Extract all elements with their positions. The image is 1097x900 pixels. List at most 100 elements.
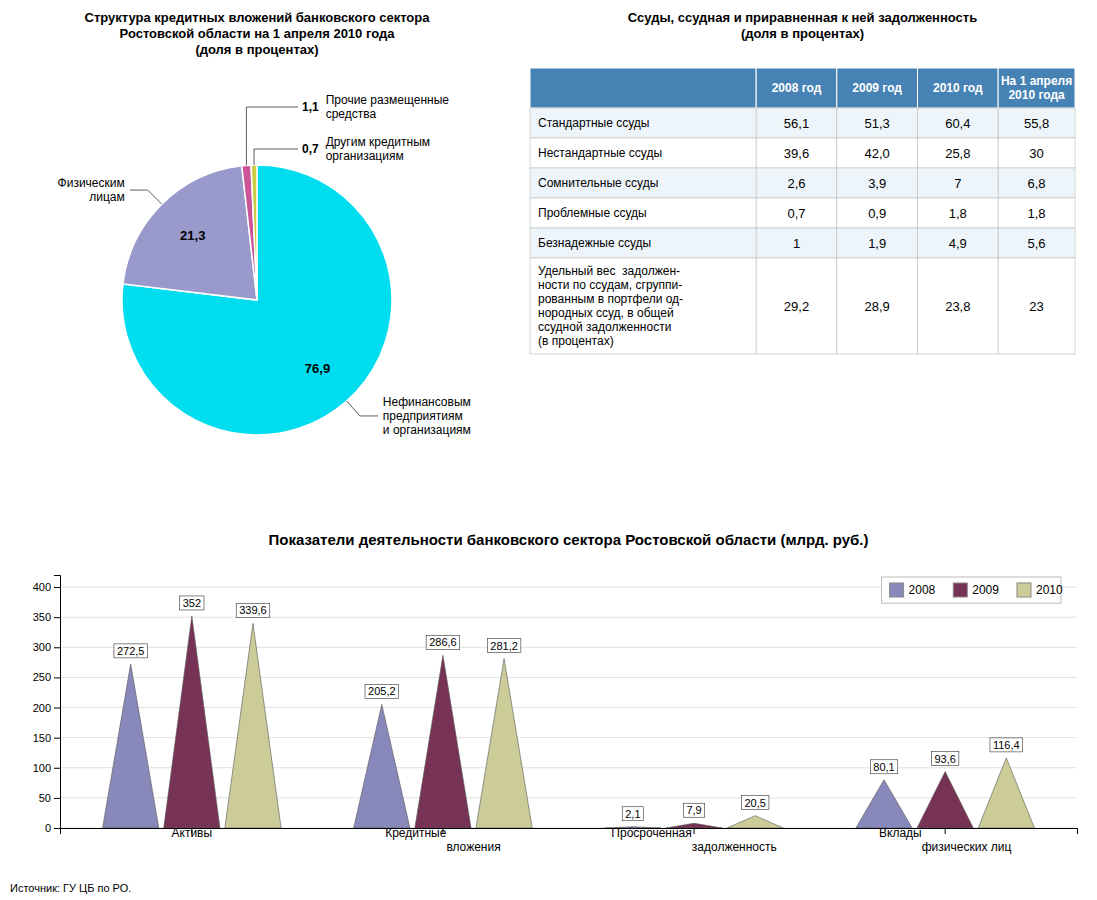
table-title: Ссуды, ссудная и приравненная к ней задо… (628, 10, 977, 41)
column-label: 2008 год (772, 81, 822, 95)
row-label: Безнадежные ссуды (538, 236, 651, 250)
data-labels: 272,5205,22,180,1352286,67,993,6339,6281… (114, 596, 1023, 821)
cell-value: 1,9 (868, 236, 886, 251)
legend-swatch (953, 583, 967, 597)
table-row-label-cell (530, 198, 756, 228)
text-line: физических лиц (922, 840, 1012, 854)
table-cell (917, 228, 998, 258)
legend-label: 2009 (972, 583, 999, 597)
tick-mark (54, 768, 60, 769)
data-label: 0,7 (302, 142, 319, 156)
table-cell (756, 138, 837, 168)
tick-label: 50 (39, 792, 51, 804)
table-cell (837, 108, 918, 138)
data-label: 20,5 (744, 797, 765, 809)
data-label-box (180, 596, 204, 610)
text-line: Вклады (879, 826, 922, 840)
tick: 250 (33, 671, 60, 683)
cell-value: 29,2 (784, 299, 809, 314)
cell-value: 1,8 (949, 206, 967, 221)
text-line: 2010 года (1008, 88, 1065, 102)
cell-value: 60,4 (945, 116, 970, 131)
text-line: (в процентах) (538, 334, 614, 348)
table-cell (917, 168, 998, 198)
grid-line (60, 677, 1077, 678)
cell-value: 28,9 (865, 299, 890, 314)
data-label-box (114, 644, 148, 658)
data-label: 339,6 (239, 604, 267, 616)
data-label-box (990, 738, 1023, 752)
data-label: 286,6 (429, 636, 457, 648)
text-line: Безнадежные ссуды (538, 236, 651, 250)
cell-value: 2,6 (787, 176, 805, 191)
table-cell (998, 168, 1075, 198)
text-line: На 1 апреля (1001, 74, 1072, 88)
tick-mark (945, 828, 946, 834)
table-header-cell (756, 68, 837, 108)
text-line: Активы (172, 826, 213, 840)
bar (978, 758, 1034, 828)
table-cell (837, 228, 918, 258)
text-line: Физическим (58, 176, 125, 190)
data-label: 116,4 (993, 739, 1020, 751)
table-cell (756, 198, 837, 228)
cell-value: 56,1 (784, 116, 809, 131)
figure: Структура кредитных вложений банковского… (0, 0, 1097, 900)
bar (856, 780, 912, 828)
cell-value: 1 (793, 236, 800, 251)
tick-mark (54, 647, 60, 648)
table-header-cell (917, 68, 998, 108)
leader-line (347, 401, 378, 416)
text-line: Ростовской области на 1 апреля 2010 года (120, 26, 396, 41)
grid-line (60, 737, 1077, 738)
table-cell (998, 258, 1075, 354)
tick: 0 (45, 822, 60, 834)
cell-value: 0,9 (868, 206, 886, 221)
table-cell (917, 138, 998, 168)
tick: 400 (33, 581, 60, 593)
column-label: 2010 год (933, 81, 983, 95)
text-line: рованным в портфели од- (538, 292, 683, 306)
legend-label: 2010 (1036, 583, 1063, 597)
data-label-box (487, 639, 521, 653)
table-cell (998, 228, 1075, 258)
data-label: 7,9 (686, 804, 701, 816)
bar (476, 659, 532, 828)
data-label: 281,2 (490, 640, 518, 652)
table-cell (837, 138, 918, 168)
pie-slice (123, 166, 257, 300)
cell-value: 23,8 (945, 299, 970, 314)
table-cell (998, 108, 1075, 138)
table-cell (756, 168, 837, 198)
cell-value: 7 (954, 176, 961, 191)
grid-line (60, 707, 1077, 708)
row-label: Проблемные ссуды (538, 206, 647, 220)
bar (727, 816, 783, 828)
tick-label: 150 (33, 732, 51, 744)
data-label: 205,2 (368, 685, 396, 697)
data-label-box (426, 635, 460, 649)
tick-mark (54, 738, 60, 739)
data-label: 352 (183, 597, 201, 609)
tick-mark (54, 798, 60, 799)
pie-slice (122, 165, 392, 435)
slice-label: Прочие размещенныесредства (326, 93, 450, 121)
table-header-cell (998, 68, 1075, 108)
x-axis: АктивыКредитныевложенияПросроченнаязадол… (61, 826, 1078, 854)
text-line: 2009 год (852, 81, 902, 95)
tick: 100 (33, 762, 60, 774)
bar-chart: Показатели деятельности банковского сект… (10, 531, 1078, 894)
tick-label: 300 (33, 641, 51, 653)
tick: Вкладыфизических лиц (879, 826, 1011, 854)
bar (354, 704, 410, 828)
row-label: Удельный вес задолжен-ности по ссудам, с… (538, 264, 683, 348)
table-cell (917, 258, 998, 354)
table-cell (837, 258, 918, 354)
cell-value: 42,0 (865, 146, 890, 161)
tick: Просроченнаязадолженность (611, 826, 776, 854)
data-label-box (365, 684, 399, 698)
text-line: Просроченная (611, 826, 691, 840)
cell-value: 23 (1029, 299, 1043, 314)
table-cell (756, 258, 837, 354)
text-line: Ссуды, ссудная и приравненная к ней задо… (628, 10, 977, 25)
